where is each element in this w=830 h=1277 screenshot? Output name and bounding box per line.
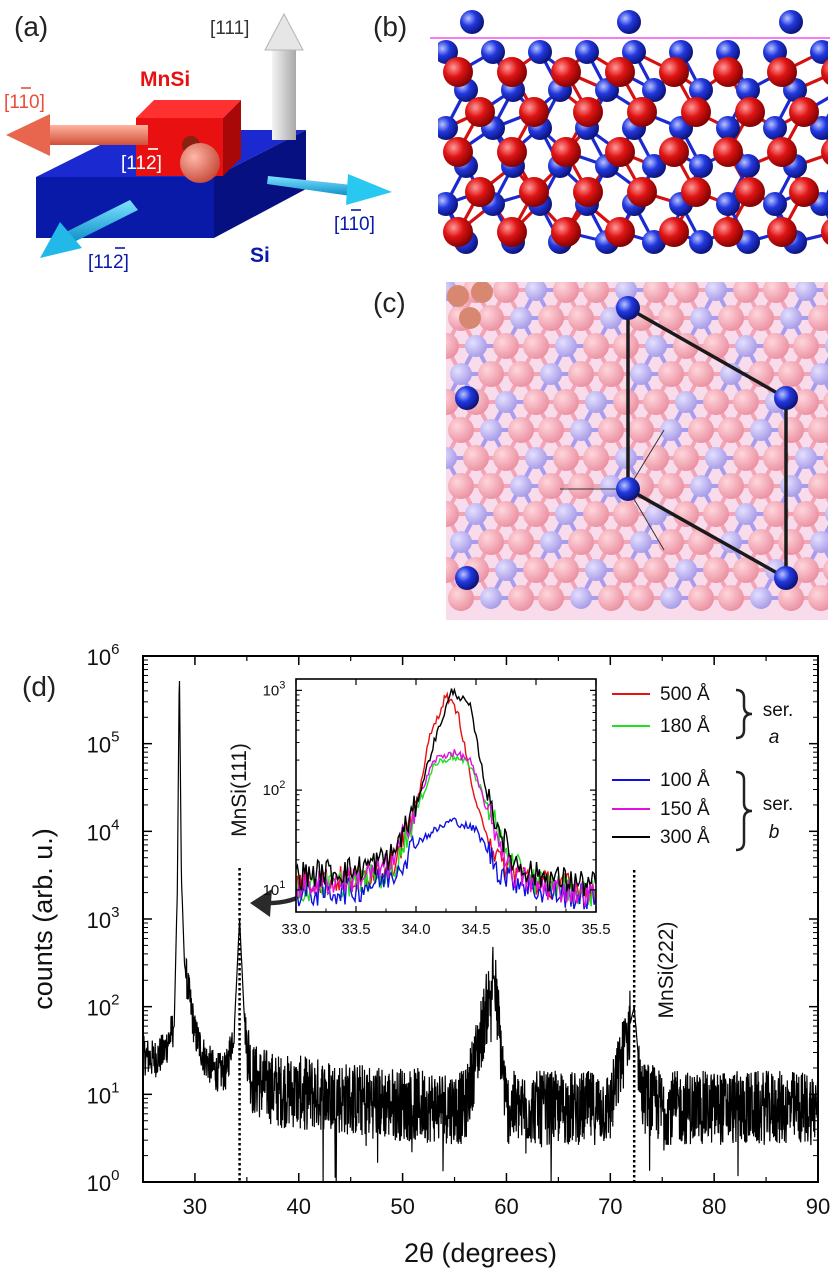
inset-x-tick: 33.5	[341, 921, 370, 938]
svg-text:[112]: [112]	[88, 252, 129, 273]
dir-si-1b10-label: [110]	[334, 209, 375, 235]
dir-mnsi-11b2-label: [112]	[121, 148, 162, 174]
mnsi-block-side	[223, 100, 241, 176]
main-chart: 30 40 50 60 70 80 90 100 101 102 103 104 105 106 2θ (d…	[28, 641, 830, 1268]
mnsi-label: MnSi	[140, 68, 190, 91]
arrow-si-1b10	[267, 174, 392, 205]
si-slab-side	[214, 130, 306, 238]
legend-group-text-0: ser.	[763, 700, 794, 721]
y-tick-label: 100	[87, 1167, 120, 1196]
y-axis-label: counts (arb. u.)	[28, 828, 58, 1010]
x-tick-label: 60	[494, 1194, 518, 1219]
legend-label-1: 180 Å	[660, 716, 710, 737]
inset-x-tick: 34.5	[461, 921, 490, 938]
x-tick-label: 70	[598, 1194, 622, 1219]
x-tick-label: 30	[183, 1194, 207, 1219]
panel-a: (a) MnSi Si	[4, 11, 392, 273]
y-tick-label: 103	[87, 904, 120, 933]
y-tick-label: 101	[87, 1079, 120, 1108]
svg-text:[110]: [110]	[334, 214, 375, 235]
x-tick-label: 40	[287, 1194, 311, 1219]
inset-y-tick: 103	[263, 679, 286, 699]
x-tick-label: 50	[390, 1194, 414, 1219]
legend-group-italic-0: a	[769, 727, 780, 748]
arrow-111	[264, 12, 304, 140]
legend-brace-a	[735, 688, 753, 740]
main-series-line	[142, 680, 819, 1183]
inset-chart: 33.0 33.5 34.0 34.5 35.0 35.5 101 102 103 500 Å 18…	[263, 678, 794, 938]
inset-x-tick: 35.0	[521, 921, 550, 938]
y-tick-label: 106	[87, 641, 120, 670]
legend-label-0: 500 Å	[660, 684, 710, 705]
inset-x-tick: 34.0	[401, 921, 430, 938]
inset-x-tick: 33.0	[281, 921, 310, 938]
panel-c-label: (c)	[373, 287, 406, 318]
annotation-mnsi111: MnSi(111)	[228, 743, 251, 837]
inset-series-3	[295, 749, 597, 907]
dir-si-11b2-label: [112]	[88, 247, 129, 273]
inset-y-tick: 101	[263, 879, 286, 899]
dir-111-label: [111]	[210, 18, 249, 39]
inset-series-4	[295, 687, 597, 896]
panel-d-label: (d)	[22, 671, 56, 702]
legend-group-text-1: ser.	[763, 794, 794, 815]
arrow-si-11b2	[40, 200, 138, 258]
legend-brace-b	[735, 770, 753, 852]
mnsi-block-top	[136, 100, 241, 118]
arrow-mnsi-1b10	[6, 114, 148, 156]
panel-b-crystal	[438, 10, 828, 262]
y-tick-label: 102	[87, 992, 120, 1021]
panel-c-crystal	[446, 282, 828, 620]
panel-b-label: (b)	[373, 11, 407, 42]
x-axis-label: 2θ (degrees)	[404, 1238, 557, 1268]
legend-label-2: 100 Å	[660, 770, 710, 791]
svg-text:[112]: [112]	[121, 153, 162, 174]
y-tick-label: 104	[87, 816, 120, 845]
dir-mnsi-1b10-label: [110]	[4, 87, 45, 113]
annotation-mnsi222: MnSi(222)	[655, 922, 678, 1019]
panel-a-label: (a)	[14, 11, 48, 42]
svg-text:[110]: [110]	[4, 92, 45, 113]
legend-group-italic-1: b	[769, 822, 780, 843]
legend-label-3: 150 Å	[660, 799, 710, 820]
inset-x-tick: 35.5	[581, 921, 610, 938]
x-tick-label: 90	[806, 1194, 830, 1219]
x-tick-label: 80	[702, 1194, 726, 1219]
y-tick-label: 105	[87, 729, 120, 758]
legend-label-4: 300 Å	[660, 827, 710, 848]
si-label: Si	[250, 244, 270, 267]
arrow-mnsi-11b2-head	[180, 143, 220, 183]
inset-y-tick: 102	[263, 779, 286, 799]
